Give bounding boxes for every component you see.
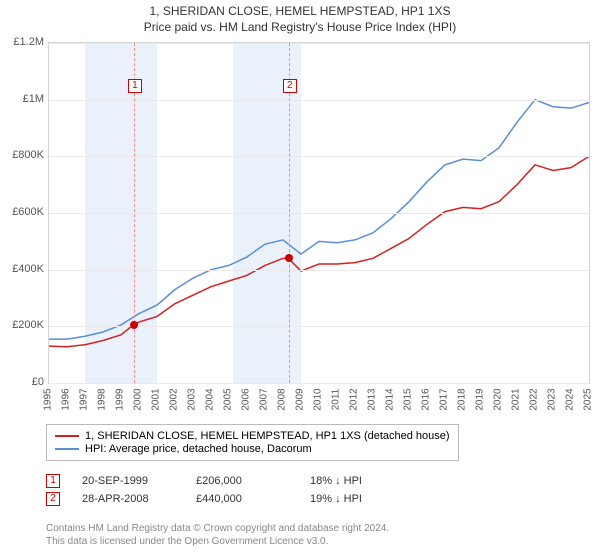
x-axis-label: 2000 — [133, 388, 144, 410]
transaction-table: 1 20-SEP-1999 £206,000 18% ↓ HPI 2 28-APR-200… — [46, 470, 402, 510]
series-line — [49, 100, 589, 339]
title-block: 1, SHERIDAN CLOSE, HEMEL HEMPSTEAD, HP1 … — [0, 0, 600, 34]
chart-container: 1, SHERIDAN CLOSE, HEMEL HEMPSTEAD, HP1 … — [0, 0, 600, 560]
gridline — [49, 43, 589, 44]
marker-box: 1 — [128, 79, 142, 93]
x-axis-label: 2007 — [259, 388, 270, 410]
x-axis-label: 2001 — [151, 388, 162, 410]
y-axis-label: £600K — [0, 206, 44, 218]
x-axis-label: 2025 — [583, 388, 594, 410]
plot-area: 12 — [48, 42, 590, 384]
y-axis-label: £400K — [0, 263, 44, 275]
legend-label: HPI: Average price, detached house, Daco… — [85, 443, 312, 455]
x-axis-label: 2011 — [331, 389, 342, 411]
gridline — [49, 100, 589, 101]
transaction-marker-box: 2 — [46, 492, 60, 506]
transaction-row: 2 28-APR-2008 £440,000 19% ↓ HPI — [46, 492, 402, 506]
legend-item: HPI: Average price, detached house, Daco… — [55, 443, 450, 455]
footer-line-2: This data is licensed under the Open Gov… — [46, 535, 389, 548]
transaction-date: 20-SEP-1999 — [82, 475, 174, 487]
footer-attribution: Contains HM Land Registry data © Crown c… — [46, 522, 389, 548]
gridline — [49, 213, 589, 214]
x-axis-label: 2004 — [205, 388, 216, 410]
y-axis-label: £1.2M — [0, 36, 44, 48]
x-axis-label: 1999 — [115, 388, 126, 410]
gridline — [49, 270, 589, 271]
marker-vline — [134, 43, 135, 383]
x-axis-label: 2006 — [241, 388, 252, 410]
marker-vline — [289, 43, 290, 383]
title-line-2: Price paid vs. HM Land Registry's House … — [0, 20, 600, 34]
x-axis-label: 2012 — [349, 388, 360, 410]
x-axis-label: 2020 — [493, 388, 504, 410]
title-line-1: 1, SHERIDAN CLOSE, HEMEL HEMPSTEAD, HP1 … — [0, 4, 600, 18]
gridline — [49, 156, 589, 157]
x-axis-label: 2016 — [421, 388, 432, 410]
x-axis-label: 2023 — [547, 388, 558, 410]
x-axis-label: 1995 — [43, 388, 54, 410]
x-axis-label: 2008 — [277, 388, 288, 410]
marker-point — [130, 321, 138, 329]
series-line — [49, 156, 589, 346]
transaction-date: 28-APR-2008 — [82, 493, 174, 505]
chart-area: 12 £0£200K£400K£600K£800K£1M£1.2M1995199… — [0, 42, 600, 402]
x-axis-label: 2003 — [187, 388, 198, 410]
x-axis-label: 2019 — [475, 388, 486, 410]
transaction-price: £206,000 — [196, 475, 288, 487]
y-axis-label: £800K — [0, 149, 44, 161]
x-axis-label: 2024 — [565, 388, 576, 410]
legend-swatch — [55, 448, 79, 450]
x-axis-label: 2009 — [295, 388, 306, 410]
y-axis-label: £1M — [0, 93, 44, 105]
transaction-delta: 18% ↓ HPI — [310, 475, 402, 487]
x-axis-label: 2013 — [367, 388, 378, 410]
legend: 1, SHERIDAN CLOSE, HEMEL HEMPSTEAD, HP1 … — [46, 424, 459, 461]
y-axis-label: £200K — [0, 319, 44, 331]
x-axis-label: 2005 — [223, 388, 234, 410]
transaction-price: £440,000 — [196, 493, 288, 505]
x-axis-label: 1997 — [79, 388, 90, 410]
x-axis-label: 2018 — [457, 388, 468, 410]
transaction-delta: 19% ↓ HPI — [310, 493, 402, 505]
x-axis-label: 2014 — [385, 388, 396, 410]
x-axis-label: 2022 — [529, 388, 540, 410]
x-axis-label: 2002 — [169, 388, 180, 410]
x-axis-label: 2021 — [511, 388, 522, 410]
x-axis-label: 2015 — [403, 388, 414, 410]
x-axis-label: 1998 — [97, 388, 108, 410]
transaction-marker-box: 1 — [46, 474, 60, 488]
legend-label: 1, SHERIDAN CLOSE, HEMEL HEMPSTEAD, HP1 … — [85, 430, 450, 442]
marker-point — [285, 254, 293, 262]
legend-item: 1, SHERIDAN CLOSE, HEMEL HEMPSTEAD, HP1 … — [55, 430, 450, 442]
marker-box: 2 — [283, 79, 297, 93]
y-axis-label: £0 — [0, 376, 44, 388]
gridline — [49, 383, 589, 384]
transaction-row: 1 20-SEP-1999 £206,000 18% ↓ HPI — [46, 474, 402, 488]
x-axis-label: 2010 — [313, 388, 324, 410]
legend-swatch — [55, 435, 79, 437]
footer-line-1: Contains HM Land Registry data © Crown c… — [46, 522, 389, 535]
x-axis-label: 2017 — [439, 388, 450, 410]
x-axis-label: 1996 — [61, 388, 72, 410]
